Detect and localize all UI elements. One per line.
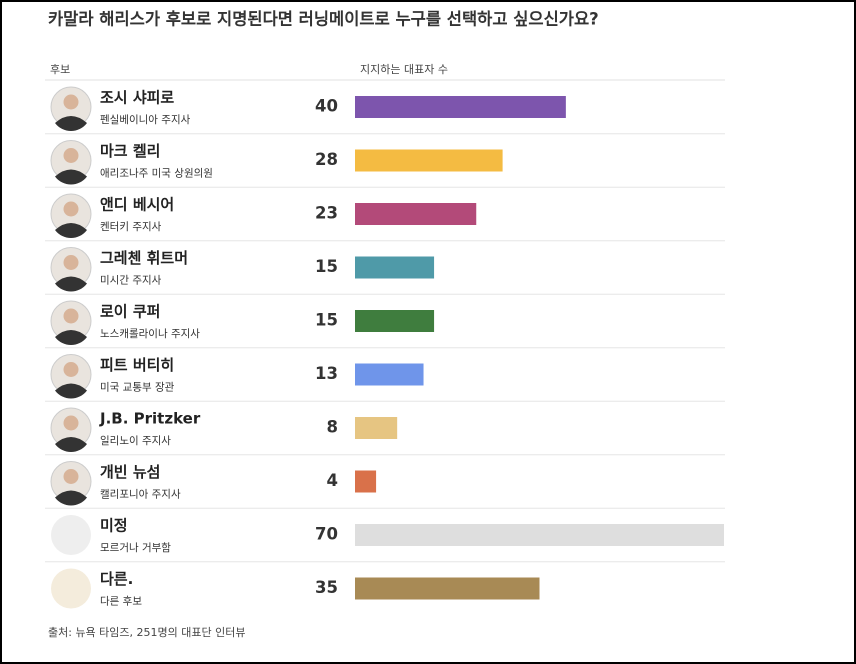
value-label: 15 [315,257,338,276]
candidate-name: 미정 [100,517,128,535]
bar [355,256,435,279]
avatar-body [55,276,87,292]
avatar-bg [51,568,91,609]
avatar [50,193,92,238]
candidate-role: 애리조나주 미국 상원의원 [100,168,213,180]
bar [355,524,724,546]
avatar-head [63,362,79,377]
bar [355,363,424,386]
chart-title: 카말라 해리스가 후보로 지명된다면 러닝메이트로 누구를 선택하고 싶으신가요… [48,9,599,29]
avatar-bg [51,515,91,555]
value-label: 70 [315,525,338,544]
bar [355,203,477,225]
value-label: 13 [315,364,338,383]
value-header: 지지하는 대표자 수 [360,62,448,76]
avatar-body [55,383,87,399]
avatar-body [55,330,87,345]
avatar-head [63,415,79,431]
value-label: 23 [315,204,338,223]
candidate-role: 일리노이 주지사 [100,434,171,447]
value-label: 15 [315,311,338,330]
avatar-body [55,116,87,131]
candidate-name: 앤디 베시어 [100,196,174,214]
bar [355,149,503,172]
candidate-name: 다른. [100,570,133,588]
avatar-body [55,437,87,452]
avatar [51,568,91,609]
candidate-role: 모르거나 거부함 [100,542,171,554]
avatar [50,354,92,399]
candidate-role: 미시간 주지사 [100,275,162,287]
candidate-name: 개빈 뉴섬 [100,463,160,481]
avatar [50,140,92,185]
avatar-body [55,490,87,506]
avatar [50,407,92,452]
candidate-name: 마크 켈리 [100,142,160,160]
candidate-name: 피트 버티히 [100,356,174,374]
candidate-role: 캘리포니아 주지사 [100,489,181,501]
bar [355,577,540,600]
avatar-body [55,223,87,238]
value-label: 40 [315,97,338,116]
bar [355,417,398,439]
avatar [51,515,91,555]
value-label: 35 [315,578,338,597]
bar [355,310,435,332]
candidate-name: 로이 쿠퍼 [100,303,160,321]
avatar-head [63,94,79,110]
avatar-head [63,469,79,484]
candidate-role: 켄터키 주지사 [100,221,162,233]
candidate-name: 조시 샤피로 [100,89,174,107]
candidate-role: 다른 후보 [100,596,142,608]
avatar-head [63,148,79,163]
category-header: 후보 [50,63,70,76]
value-label: 4 [327,471,338,490]
avatar-head [63,308,79,324]
candidate-name: 그레첸 휘트머 [100,249,188,267]
value-label: 28 [315,150,338,169]
bar [355,96,566,118]
avatar [50,86,92,131]
avatar [50,247,92,292]
value-label: 8 [327,418,338,437]
avatar-body [55,169,87,185]
avatar-head [63,255,79,270]
candidate-name: J.B. Pritzker [99,410,201,428]
candidate-role: 미국 교통부 장관 [100,382,175,394]
source: 출처: 뉴욕 타임즈, 251명의 대표단 인터뷰 [48,626,245,639]
candidate-role: 노스캐롤라이나 주지사 [100,328,200,340]
bar [355,470,377,493]
avatar [50,461,92,506]
avatar-head [63,201,79,217]
avatar [50,300,92,345]
candidate-role: 펜실베이니아 주지사 [100,114,191,126]
